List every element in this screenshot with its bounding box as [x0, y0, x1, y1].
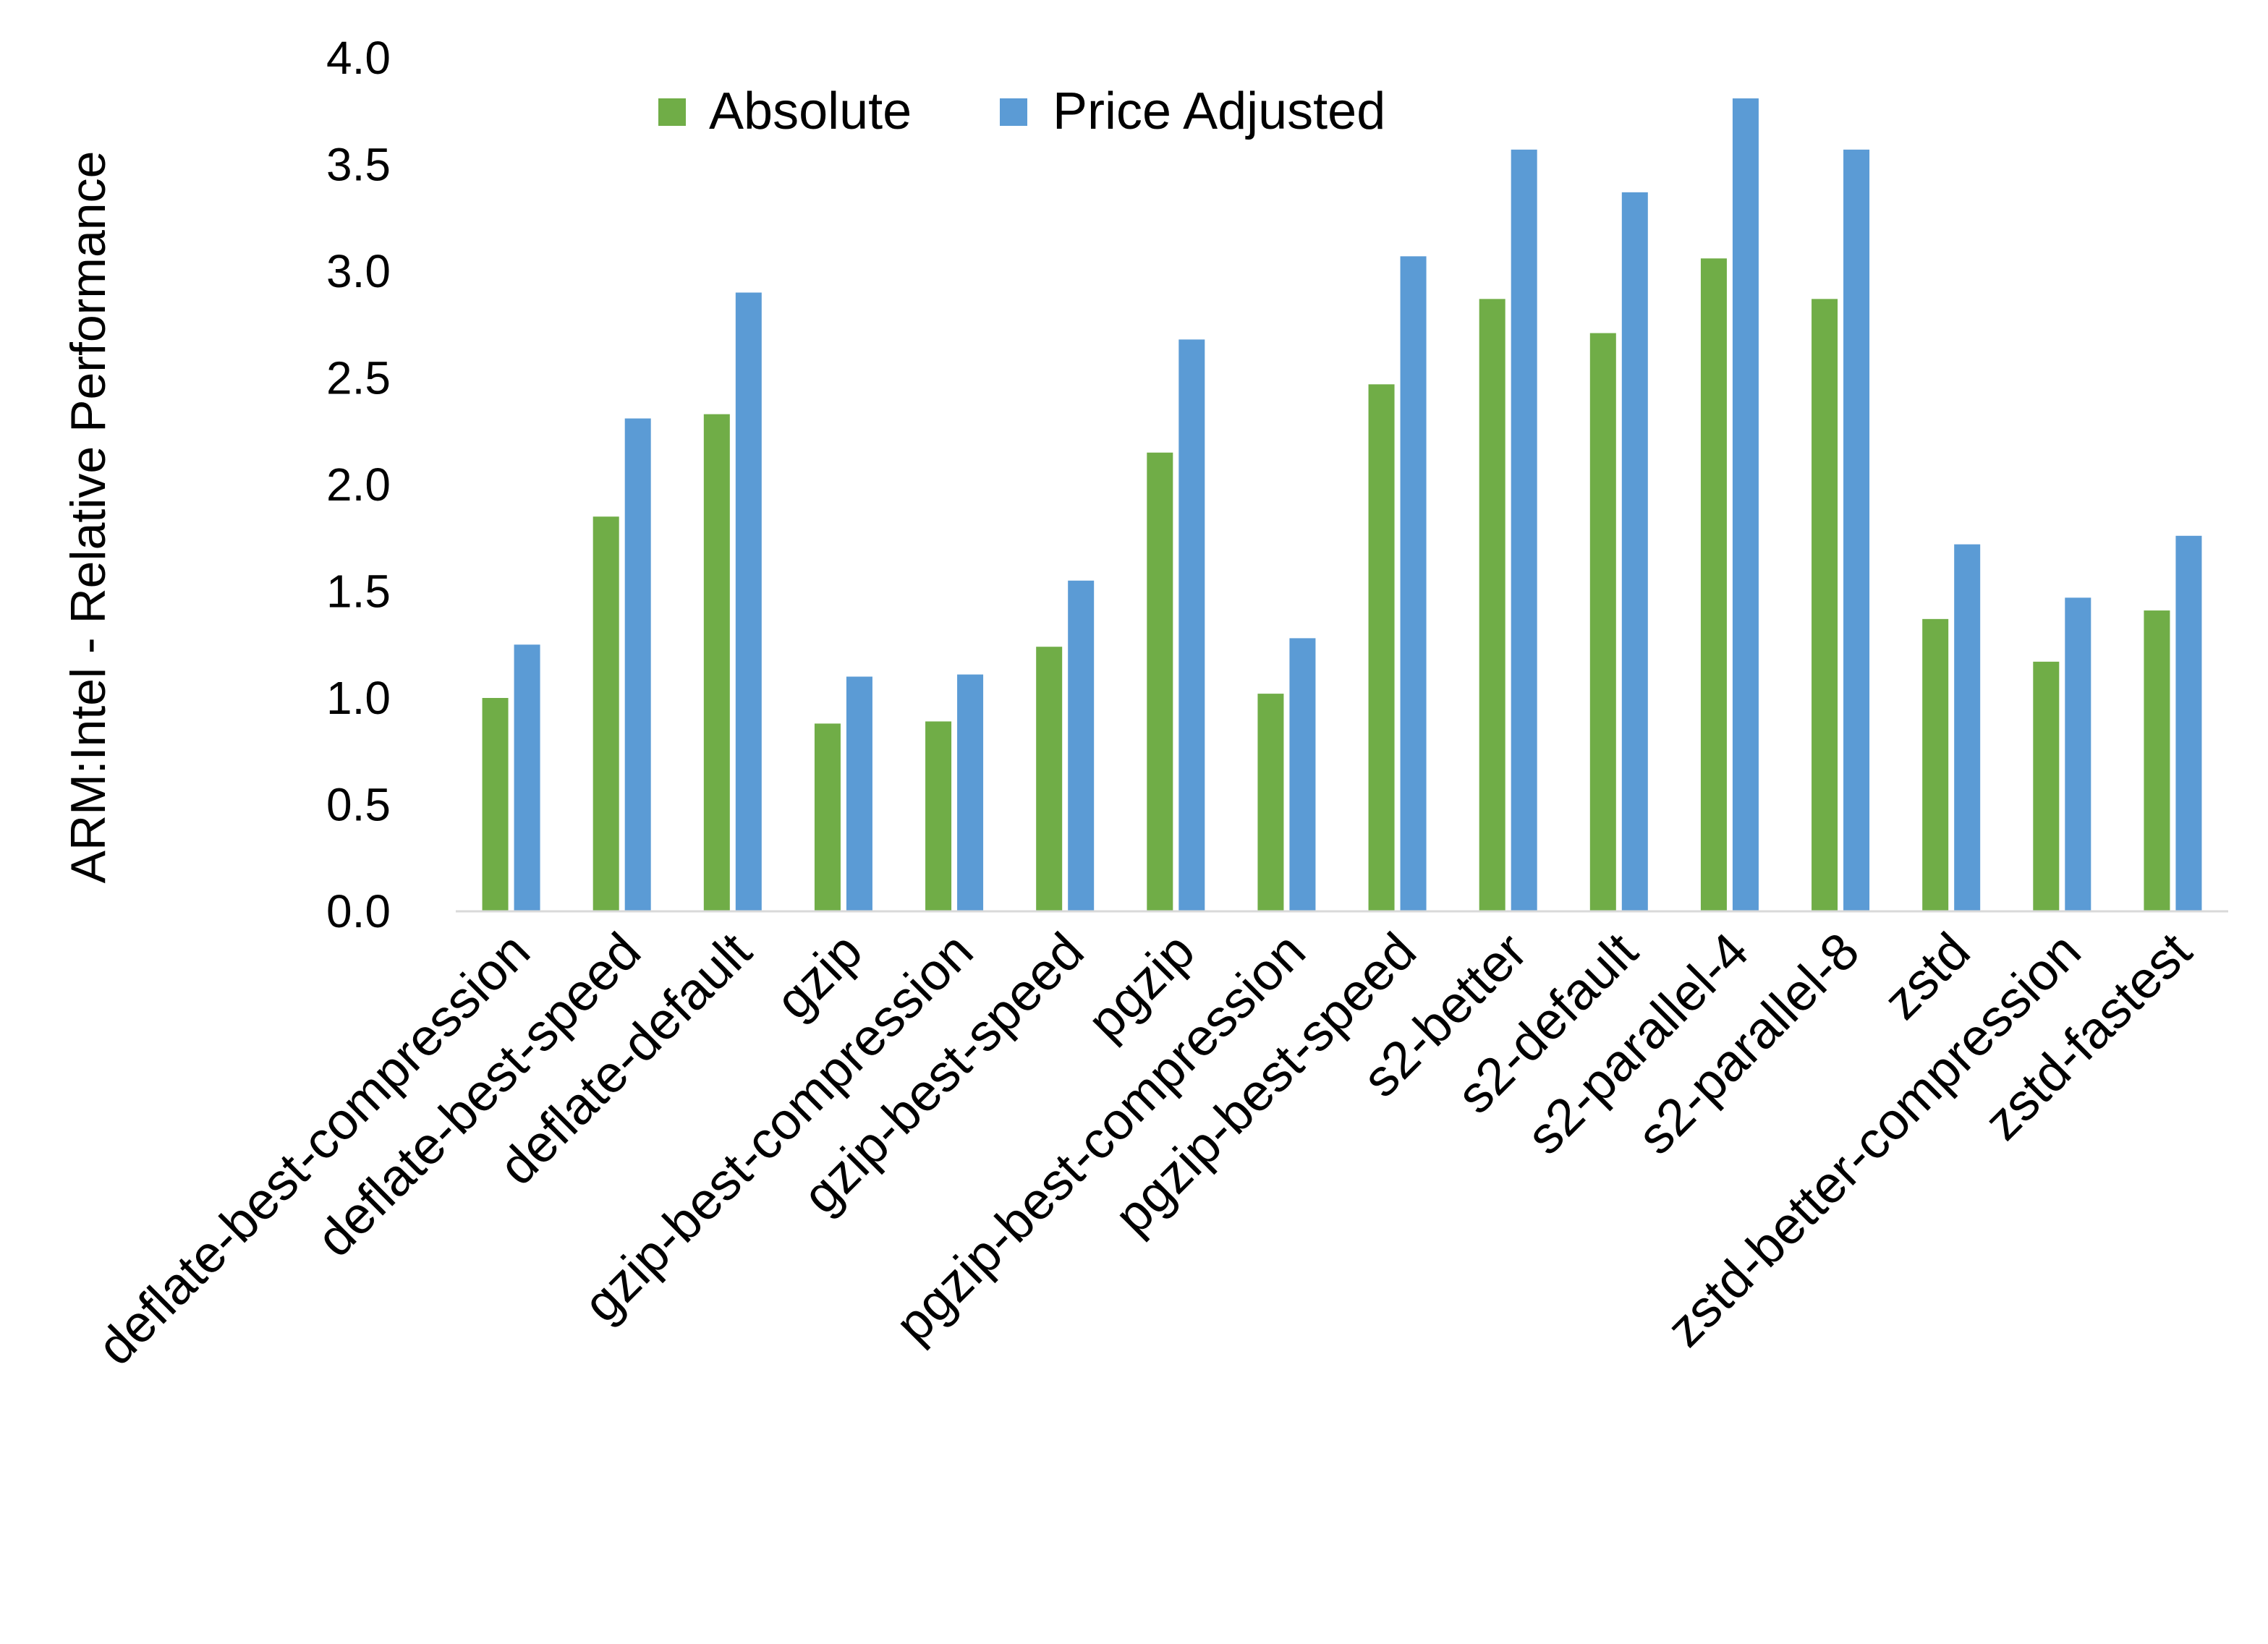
bar-price-adjusted-s2-default	[1621, 192, 1648, 912]
bar-absolute-zstd-better-compression	[2033, 661, 2060, 911]
y-tick-label: 0.5	[326, 779, 391, 831]
bar-price-adjusted-gzip	[846, 676, 872, 911]
bar-absolute-s2-better	[1479, 299, 1505, 912]
legend-label-price-adjusted: Price Adjusted	[1053, 82, 1385, 140]
bar-price-adjusted-s2-better	[1511, 149, 1537, 912]
bar-absolute-zstd	[1922, 618, 1949, 911]
y-tick-label: 2.5	[326, 352, 391, 404]
bar-absolute-zstd-fastest	[2144, 610, 2170, 911]
y-axis-label: ARM:Intel - Relative Performance	[61, 151, 116, 884]
bar-absolute-deflate-best-speed	[593, 516, 619, 911]
bar-price-adjusted-pgzip-best-compression	[1289, 638, 1316, 911]
bar-price-adjusted-zstd-better-compression	[2065, 597, 2091, 911]
bar-absolute-pgzip	[1147, 452, 1173, 911]
bar-absolute-gzip-best-compression	[925, 721, 952, 911]
bar-absolute-s2-default	[1589, 333, 1616, 911]
bar-price-adjusted-zstd-fastest	[2175, 535, 2202, 911]
y-tick-label: 3.0	[326, 245, 391, 297]
y-tick-label: 0.0	[326, 885, 391, 937]
bar-price-adjusted-deflate-best-speed	[624, 418, 651, 911]
bar-price-adjusted-deflate-best-compression	[514, 644, 540, 911]
y-tick-label: 1.0	[326, 672, 391, 724]
bar-absolute-deflate-default	[703, 414, 730, 911]
bar-absolute-gzip	[814, 723, 841, 911]
bar-absolute-s2-parallel-8	[1812, 299, 1838, 912]
bar-absolute-pgzip-best-speed	[1368, 384, 1395, 911]
y-tick-label: 2.0	[326, 459, 391, 511]
bar-price-adjusted-s2-parallel-8	[1843, 149, 1870, 912]
bar-absolute-gzip-best-speed	[1036, 647, 1063, 911]
legend-swatch-absolute	[658, 98, 686, 126]
bar-price-adjusted-gzip-best-speed	[1068, 580, 1095, 911]
bar-price-adjusted-s2-parallel-4	[1732, 98, 1759, 911]
bar-absolute-pgzip-best-compression	[1257, 694, 1284, 911]
y-tick-label: 4.0	[326, 32, 391, 84]
bar-absolute-deflate-best-compression	[482, 698, 509, 911]
legend-swatch-price-adjusted	[1000, 98, 1027, 126]
bar-price-adjusted-pgzip	[1178, 339, 1205, 911]
bar-price-adjusted-gzip-best-compression	[957, 674, 984, 911]
bar-price-adjusted-deflate-default	[735, 292, 762, 911]
y-tick-label: 1.5	[326, 566, 391, 618]
x-tick-label: deflate-best-compression	[87, 922, 541, 1376]
bar-price-adjusted-zstd	[1954, 544, 1981, 911]
bar-price-adjusted-pgzip-best-speed	[1400, 256, 1427, 912]
y-tick-label: 3.5	[326, 139, 391, 191]
bar-absolute-s2-parallel-4	[1700, 258, 1727, 911]
legend-label-absolute: Absolute	[709, 82, 912, 140]
legend: Absolute Price Adjusted	[658, 82, 1385, 140]
